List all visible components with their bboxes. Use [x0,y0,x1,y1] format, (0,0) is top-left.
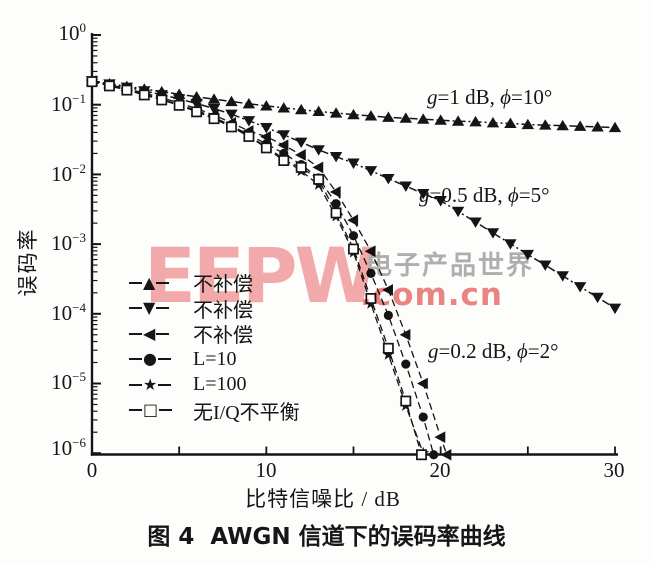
annotation-g05db: g=0.5 dB, ϕ=5° [419,183,550,207]
x-tick-label-10: 10 [255,458,277,482]
x-tick-label-30: 30 [603,458,625,482]
y-tick-label-1e-5: 10−5 [51,369,86,394]
y-tick-label-1e0: 100 [58,20,87,45]
y-axis-title: 误码率 [16,227,40,297]
legend-item-star: ★ L=100 [129,372,300,398]
annotation-g02db: g=0.2 dB, ϕ=2° [428,339,559,363]
y-tick-label-1e-6: 10−6 [51,435,86,460]
triangle-left-marker-icon: ◀ [129,325,185,342]
figure-title: AWGN 信道下的误码率曲线 [210,524,506,550]
annotation-g1db: g=1 dB, ϕ=10° [427,85,553,109]
legend-item-triangle-left: ◀ 不补偿 [129,321,300,347]
legend-label: 不补偿 [193,299,253,322]
legend-label: 不补偿 [193,325,253,348]
triangle-up-marker-icon: ▲ [129,274,185,291]
chart-legend: ▲ 不补偿 ▼ 不补偿 ◀ 不补偿 ● L=10 ★ L=100 □ 无I/Q不平衡 [129,270,300,424]
triangle-down-marker-icon: ▼ [129,300,185,316]
figure-number: 图 4 [147,524,195,550]
y-tick-label-1e-4: 10−4 [51,300,86,325]
y-tick-label-1e-1: 10−1 [51,91,86,116]
legend-item-triangle-up: ▲ 不补偿 [129,270,300,296]
legend-item-circle: ● L=10 [129,347,300,373]
square-open-marker-icon: □ [129,402,185,418]
circle-marker-icon: ● [129,351,185,367]
legend-label: 无I/Q不平衡 [193,401,300,424]
x-tick-label-20: 20 [429,458,451,482]
legend-label: L=100 [193,373,247,396]
legend-label: 不补偿 [193,274,253,297]
y-tick-label-1e-2: 10−2 [51,161,86,186]
star-marker-icon: ★ [129,376,185,393]
x-tick-label-0: 0 [86,458,98,482]
x-axis-title: 比特信噪比 / dB [245,487,401,511]
figure-caption: 图 4 AWGN 信道下的误码率曲线 [0,517,653,551]
legend-item-triangle-down: ▼ 不补偿 [129,296,300,322]
y-tick-label-1e-3: 10−3 [51,230,86,255]
legend-item-square-open: □ 无I/Q不平衡 [129,398,300,424]
legend-label: L=10 [193,347,237,370]
